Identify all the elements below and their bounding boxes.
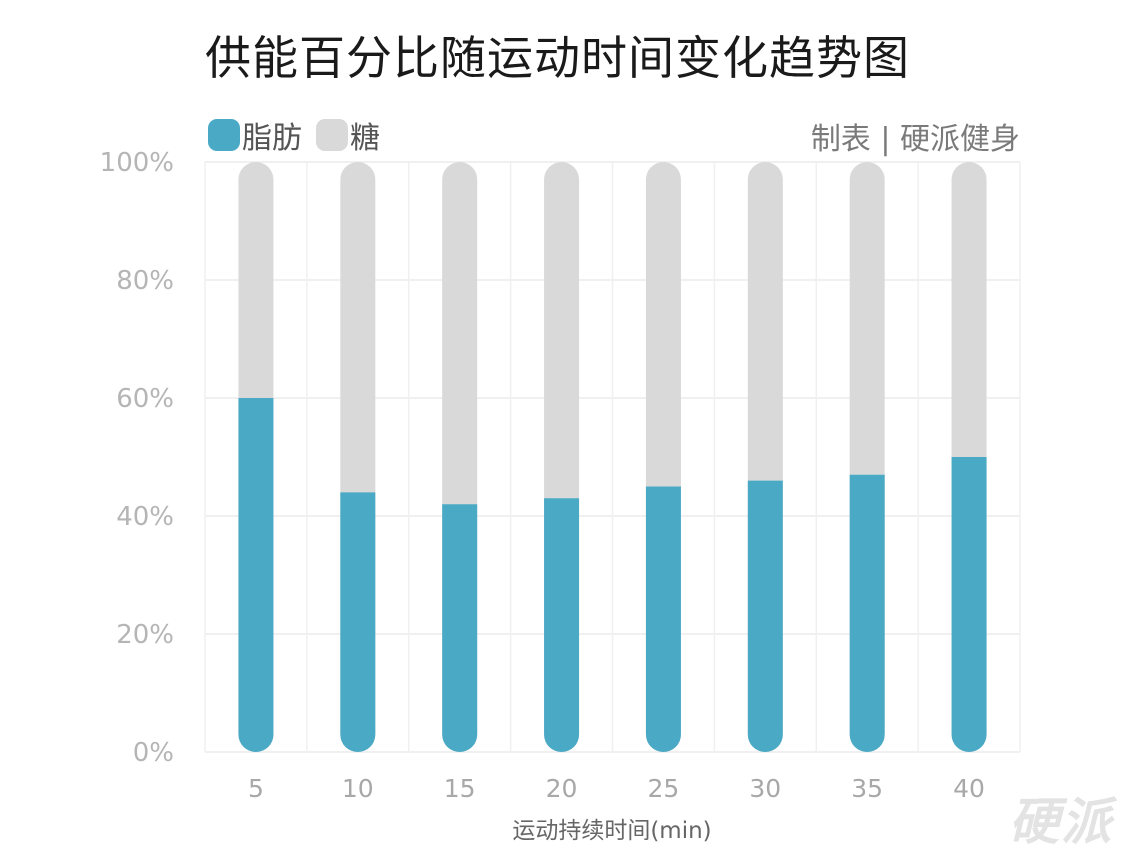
x-tick-label: 15	[444, 774, 476, 803]
bar-fat	[747, 480, 783, 752]
legend-label-sugar: 糖	[350, 121, 380, 156]
y-tick-label: 20%	[116, 620, 174, 650]
chart-title: 供能百分比随运动时间变化趋势图	[205, 31, 910, 85]
x-axis-title: 运动持续时间(min)	[512, 818, 711, 844]
bar-fat	[645, 486, 681, 752]
legend: 脂肪 糖	[208, 113, 394, 157]
bar-fat	[238, 398, 274, 752]
legend-label-fat: 脂肪	[242, 121, 302, 156]
y-tick-label: 80%	[116, 266, 174, 296]
y-tick-label: 100%	[100, 148, 174, 178]
credit-text: 制表 | 硬派健身	[810, 122, 1020, 157]
x-tick-label: 35	[851, 774, 883, 803]
x-tick-label: 5	[248, 774, 264, 803]
y-tick-label: 60%	[116, 384, 174, 414]
x-tick-label: 20	[546, 774, 578, 803]
bar-fat	[340, 492, 376, 752]
x-tick-label: 25	[648, 774, 680, 803]
bar-fat	[544, 498, 580, 752]
legend-swatch-fat	[208, 119, 240, 151]
y-tick-label: 40%	[116, 502, 174, 532]
bar-fat	[442, 504, 478, 752]
y-tick-label: 0%	[133, 738, 174, 768]
legend-swatch-sugar	[316, 119, 348, 151]
x-tick-label: 30	[749, 774, 781, 803]
legend-item-sugar: 糖	[316, 113, 380, 157]
x-tick-label: 10	[342, 774, 374, 803]
legend-item-fat: 脂肪	[208, 113, 302, 157]
bar-fat	[951, 457, 987, 752]
watermark-logo: 硬派	[1009, 793, 1113, 851]
bar-fat	[849, 474, 885, 752]
x-tick-label: 40	[953, 774, 985, 803]
